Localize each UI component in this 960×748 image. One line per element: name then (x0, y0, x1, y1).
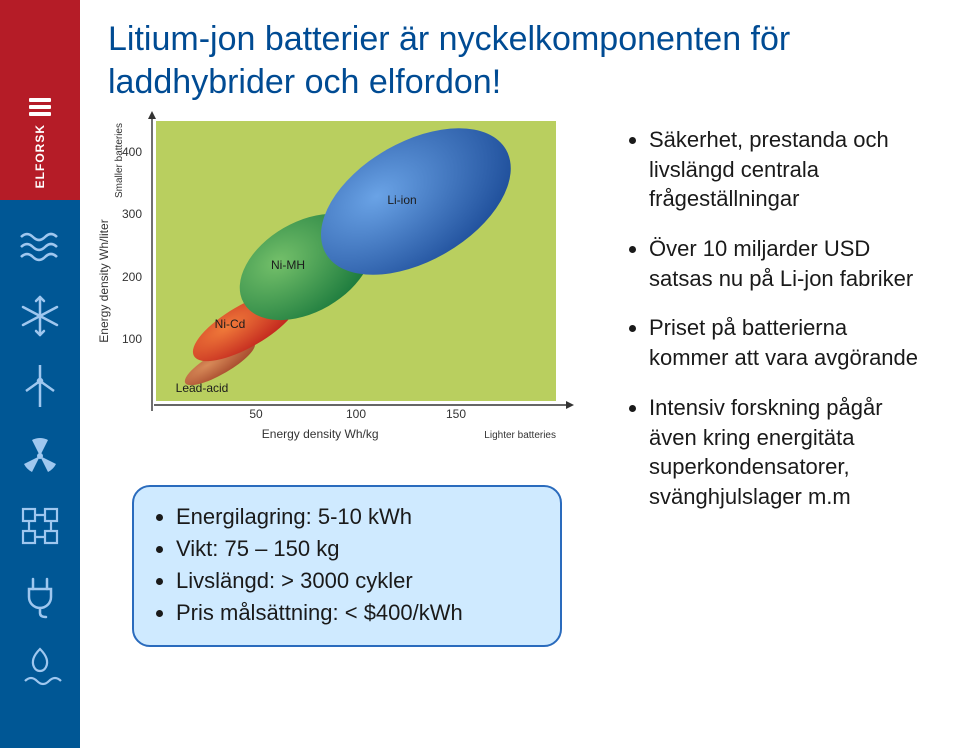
chart-xlabel: Energy density Wh/kg (262, 427, 379, 441)
plug-icon (12, 568, 68, 624)
energy-density-chart: Energy density Wh/liter Smaller batterie… (108, 121, 603, 441)
chart-blob-label: Li-ion (387, 193, 416, 207)
spec-item: Vikt: 75 – 150 kg (176, 533, 542, 565)
bullet-item: Säkerhet, prestanda och livslängd centra… (649, 125, 932, 214)
spec-item: Energilagring: 5-10 kWh (176, 501, 542, 533)
chart-plot-area: 10020030040050100150Lead-acidNi-CdNi-MHL… (156, 121, 556, 401)
sidebar-icon-strip (0, 200, 80, 748)
brand-logo: ELFORSK (0, 0, 80, 200)
chart-xlabel-sub: Lighter batteries (484, 430, 556, 441)
bullets-column: Säkerhet, prestanda och livslängd centra… (627, 121, 932, 532)
circuit-icon (12, 498, 68, 554)
wind-turbine-icon (12, 358, 68, 414)
waves-icon (12, 218, 68, 274)
chart-ylabel-sub: Smaller batteries (114, 123, 125, 198)
chart-ytick: 300 (122, 207, 142, 221)
chart-blob-label: Ni-Cd (215, 317, 246, 331)
chart-blob-label: Ni-MH (271, 258, 305, 272)
chart-xtick: 100 (346, 407, 366, 421)
bullet-item: Intensiv forskning pågår även kring ener… (649, 393, 932, 512)
chart-ytick: 400 (122, 145, 142, 159)
chart-xtick: 150 (446, 407, 466, 421)
y-axis-arrow-icon (146, 111, 158, 411)
chart-ylabel: Energy density Wh/liter (97, 219, 111, 342)
sidebar: ELFORSK (0, 0, 80, 748)
chart-xtick: 50 (249, 407, 262, 421)
chart-xlabel-row: Energy density Wh/kg Lighter batteries (156, 427, 556, 441)
brand-name: ELFORSK (33, 124, 47, 188)
chart-blob-label: Lead-acid (176, 381, 229, 395)
snowflake-icon (12, 288, 68, 344)
spec-item: Pris målsättning: < $400/kWh (176, 597, 542, 629)
chart-ytick: 100 (122, 332, 142, 346)
bullet-item: Priset på batterierna kommer att vara av… (649, 313, 932, 372)
spec-item: Livslängd: > 3000 cykler (176, 565, 542, 597)
flame-icon (12, 638, 68, 694)
chart-ytick: 200 (122, 270, 142, 284)
spec-callout: Energilagring: 5-10 kWhVikt: 75 – 150 kg… (132, 485, 562, 647)
nuclear-icon (12, 428, 68, 484)
bullet-item: Över 10 miljarder USD satsas nu på Li-jo… (649, 234, 932, 293)
page-title: Litium-jon batterier är nyckelkomponente… (108, 18, 932, 103)
slide-content: Litium-jon batterier är nyckelkomponente… (80, 0, 960, 748)
logo-stripes-icon (29, 98, 51, 116)
chart-column: Energy density Wh/liter Smaller batterie… (108, 121, 603, 647)
